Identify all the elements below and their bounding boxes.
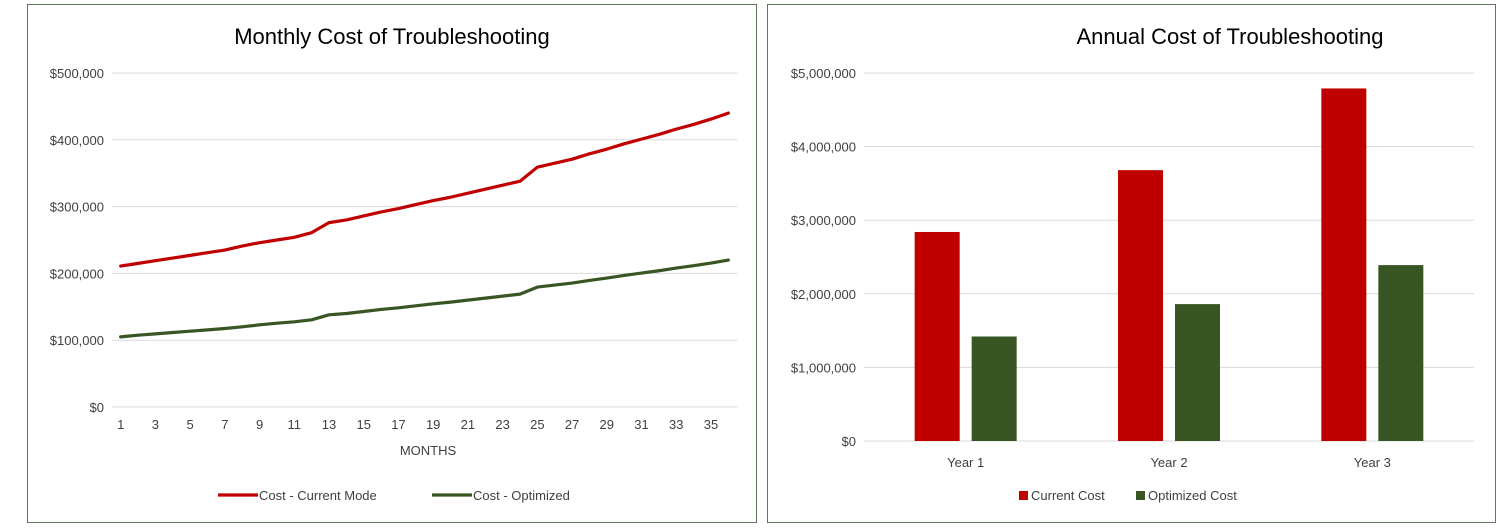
y-axis-ticks: $0 $100,000 $200,000 $300,000 $400,000 $500,0…: [50, 66, 104, 415]
bar-current-cost-year-3: [1321, 88, 1367, 442]
y-tick-label: $100,000: [50, 333, 104, 348]
monthly-cost-chart-svg: Monthly Cost of Troubleshooting $0 $100,0…: [50, 24, 737, 503]
x-tick-label: 11: [288, 417, 302, 432]
x-tick-label: Year 3: [1354, 455, 1391, 470]
x-axis-ticks: 1 3 5 7 9 11 13 15 17 19 21 23 25 27 29 31 33 35: [117, 417, 718, 432]
series-line-cost-current-mode: [119, 111, 730, 268]
gridlines: [112, 72, 737, 408]
x-tick-label: 13: [322, 417, 336, 432]
y-tick-label: $200,000: [50, 266, 104, 281]
monthly-cost-chart: Monthly Cost of Troubleshooting $0 $100,0…: [27, 4, 757, 523]
legend-label: Cost - Current Mode: [259, 488, 377, 503]
x-tick-label: 1: [117, 417, 124, 432]
bar-current-cost-year-2: [1118, 170, 1163, 442]
y-axis-ticks: $0 $1,000,000 $2,000,000 $3,000,000 $4,000,0…: [791, 66, 856, 449]
x-tick-label: 21: [461, 417, 475, 432]
legend-label: Current Cost: [1031, 488, 1105, 503]
y-tick-label: $2,000,000: [791, 287, 856, 302]
annual-cost-chart: Annual Cost of Troubleshooting $0 $1,000,…: [767, 4, 1496, 523]
x-tick-label: 15: [357, 417, 371, 432]
x-tick-label: 3: [152, 417, 159, 432]
y-tick-label: $0: [842, 434, 856, 449]
x-tick-label: Year 1: [947, 455, 984, 470]
x-tick-label: 27: [565, 417, 579, 432]
x-tick-label: 9: [256, 417, 263, 432]
x-axis-title: MONTHS: [400, 443, 457, 458]
x-tick-label: 7: [221, 417, 228, 432]
x-tick-label: 33: [669, 417, 683, 432]
annual-cost-chart-svg: Annual Cost of Troubleshooting $0 $1,000,…: [791, 24, 1474, 503]
legend-swatch-optimized-cost: [1136, 491, 1145, 500]
y-tick-label: $3,000,000: [791, 213, 856, 228]
x-tick-label: 5: [187, 417, 194, 432]
y-tick-label: $500,000: [50, 66, 104, 81]
x-tick-label: 25: [530, 417, 544, 432]
x-axis-ticks: Year 1 Year 2 Year 3: [947, 455, 1391, 470]
x-tick-label: 29: [600, 417, 614, 432]
chart-title: Monthly Cost of Troubleshooting: [234, 24, 550, 49]
legend-swatch-current-cost: [1019, 491, 1028, 500]
y-tick-label: $4,000,000: [791, 140, 856, 155]
y-tick-label: $400,000: [50, 133, 104, 148]
y-tick-label: $0: [90, 400, 104, 415]
x-tick-label: 31: [634, 417, 648, 432]
bar-optimized-cost-year-1: [971, 336, 1017, 441]
gridlines: [864, 72, 1474, 442]
series-lines: [119, 111, 730, 339]
bar-optimized-cost-year-2: [1175, 304, 1220, 441]
x-tick-label: 19: [426, 417, 440, 432]
bar-optimized-cost-year-3: [1378, 265, 1424, 441]
x-tick-label: 35: [704, 417, 718, 432]
legend: Cost - Current Mode Cost - Optimized: [218, 488, 570, 503]
chart-title: Annual Cost of Troubleshooting: [1077, 24, 1384, 49]
legend: Current Cost Optimized Cost: [1019, 488, 1237, 503]
bar-current-cost-year-1: [914, 231, 960, 441]
series-line-cost-optimized: [119, 258, 730, 339]
y-tick-label: $5,000,000: [791, 66, 856, 81]
legend-label: Cost - Optimized: [473, 488, 570, 503]
legend-label: Optimized Cost: [1148, 488, 1237, 503]
y-tick-label: $1,000,000: [791, 360, 856, 375]
x-tick-label: Year 2: [1150, 455, 1187, 470]
bars: [914, 88, 1424, 442]
x-tick-label: 23: [495, 417, 509, 432]
y-tick-label: $300,000: [50, 200, 104, 215]
x-tick-label: 17: [391, 417, 405, 432]
